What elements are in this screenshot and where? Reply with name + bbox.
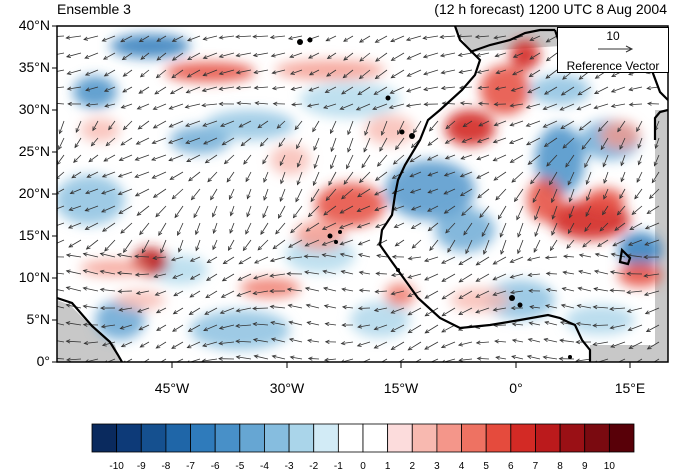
colorbar-bin xyxy=(511,424,536,452)
colorbar-bin xyxy=(141,424,166,452)
colorbar-bin xyxy=(388,424,413,452)
colorbar-bin xyxy=(535,424,560,452)
colorbar-bin xyxy=(585,424,610,452)
lon-label-15w: 15°W xyxy=(371,380,431,396)
colorbar-bin xyxy=(609,424,634,452)
lat-label-15n: 15°N xyxy=(0,227,50,243)
colorbar-bin xyxy=(166,424,191,452)
lat-label-30n: 30°N xyxy=(0,101,50,117)
colorbar-bin xyxy=(412,424,437,452)
colorbar-bin xyxy=(289,424,314,452)
lat-label-5n: 5°N xyxy=(0,311,50,327)
colorbar-bin xyxy=(462,424,487,452)
lon-label-0: 0° xyxy=(486,380,546,396)
colorbar-bin xyxy=(437,424,462,452)
lon-label-15e: 15°E xyxy=(600,380,660,396)
lat-label-10n: 10°N xyxy=(0,269,50,285)
colorbar-bin xyxy=(117,424,142,452)
reference-vector-magnitude: 10 xyxy=(558,29,668,43)
lat-label-35n: 35°N xyxy=(0,59,50,75)
reference-vector-label: Reference Vector xyxy=(558,59,668,73)
colorbar-bin xyxy=(560,424,585,452)
colorbar-bin xyxy=(215,424,240,452)
lat-label-20n: 20°N xyxy=(0,185,50,201)
colorbar xyxy=(92,424,634,452)
colorbar-bin xyxy=(486,424,511,452)
lat-label-0: 0° xyxy=(0,353,50,369)
colorbar-bin xyxy=(240,424,265,452)
colorbar-bin xyxy=(338,424,363,452)
colorbar-bin xyxy=(191,424,216,452)
colorbar-bin xyxy=(363,424,388,452)
lon-label-30w: 30°W xyxy=(257,380,317,396)
lon-label-45w: 45°W xyxy=(142,380,202,396)
land-mask-southeast xyxy=(590,345,668,362)
lat-label-25n: 25°N xyxy=(0,143,50,159)
colorbar-bin xyxy=(264,424,289,452)
colorbar-label: 10 xyxy=(594,461,624,472)
colorbar-bin xyxy=(92,424,117,452)
reference-vector-box: 10 Reference Vector xyxy=(557,27,669,73)
colorbar-bin xyxy=(314,424,339,452)
lat-label-40n: 40°N xyxy=(0,17,50,33)
land-mask-east xyxy=(655,110,668,362)
reference-vector-arrow xyxy=(596,44,636,54)
